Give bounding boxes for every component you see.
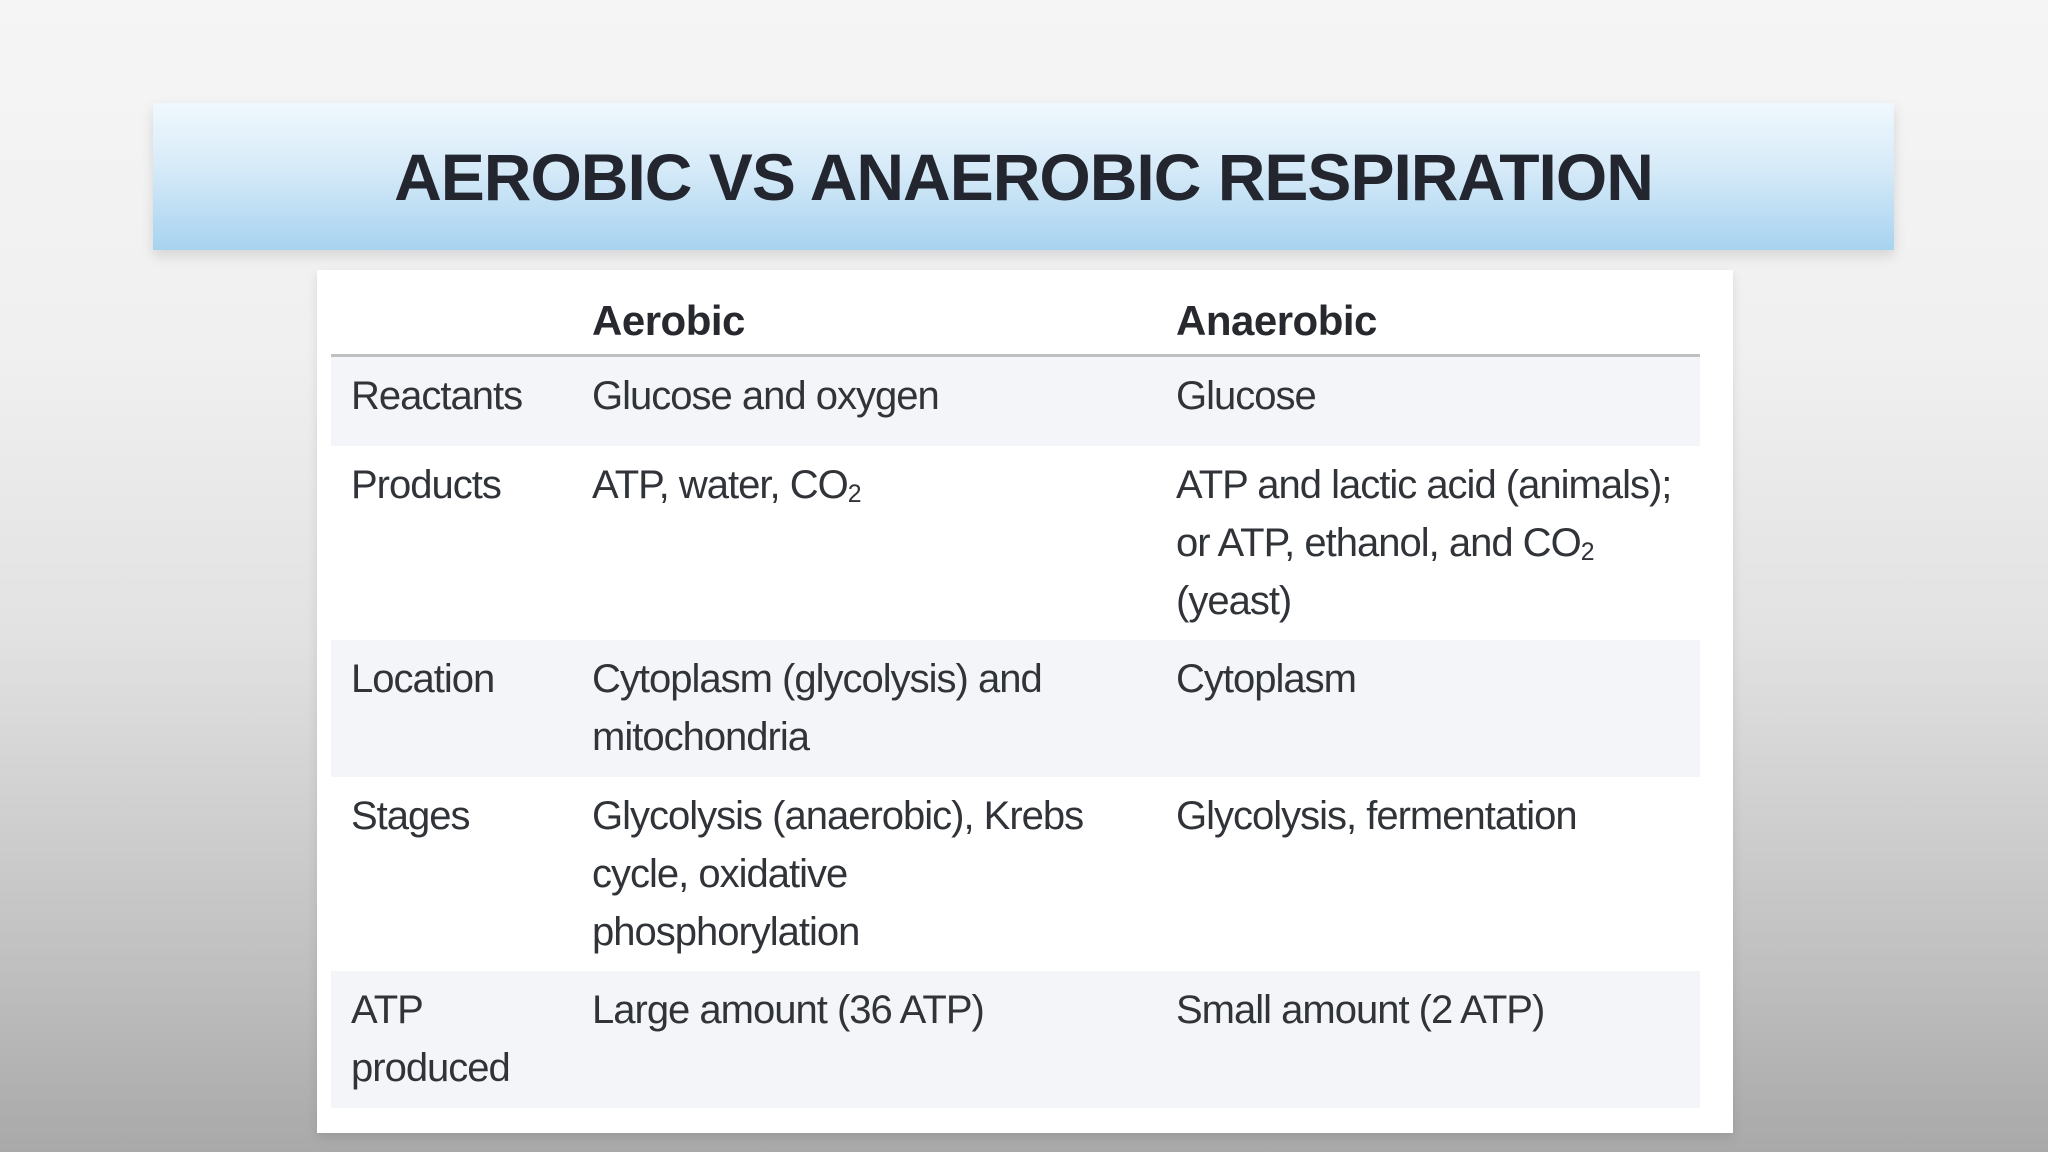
anaerobic-cell: Glycolysis, fermentation — [1176, 794, 1578, 838]
anaerobic-cell: Glucose — [1176, 374, 1317, 418]
aerobic-cell: Cytoplasm (glycolysis) and mitochondria — [592, 657, 1043, 759]
aerobic-cell: Glycolysis (anaerobic), Krebs cycle, oxi… — [592, 794, 1084, 954]
row-label-cell: Stages — [351, 794, 471, 838]
header-divider — [331, 354, 1700, 357]
title-banner: AEROBIC VS ANAEROBIC RESPIRATION — [153, 103, 1894, 250]
header-cell-blank — [331, 270, 572, 360]
row-label-cell: ATP produced — [351, 988, 511, 1090]
table-row: Products ATP, water, CO2 ATP and lactic … — [331, 446, 1700, 640]
table-header-row: Aerobic Anaerobic — [331, 270, 1700, 354]
aerobic-cell: ATP, water, CO2 — [592, 463, 862, 509]
row-label-cell: Products — [351, 463, 502, 507]
row-label-cell: Location — [351, 657, 495, 701]
anaerobic-cell: ATP and lactic acid (animals); or ATP, e… — [1176, 463, 1672, 623]
header-cell-aerobic: Aerobic — [592, 297, 745, 344]
aerobic-cell: Large amount (36 ATP) — [592, 988, 985, 1032]
table-row: Location Cytoplasm (glycolysis) and mito… — [331, 640, 1700, 777]
table-row: ATP produced Large amount (36 ATP) Small… — [331, 971, 1700, 1108]
anaerobic-cell: Cytoplasm — [1176, 657, 1357, 701]
comparison-table: Aerobic Anaerobic Reactants Glucose and … — [331, 270, 1700, 1108]
header-cell-anaerobic: Anaerobic — [1176, 297, 1377, 344]
table-body: Reactants Glucose and oxygen Glucose Pro… — [331, 357, 1700, 1108]
table-row: Stages Glycolysis (anaerobic), Krebs cyc… — [331, 777, 1700, 971]
comparison-table-card: Aerobic Anaerobic Reactants Glucose and … — [317, 270, 1733, 1133]
anaerobic-cell: Small amount (2 ATP) — [1176, 988, 1545, 1032]
table-row: Reactants Glucose and oxygen Glucose — [331, 357, 1700, 446]
aerobic-cell: Glucose and oxygen — [592, 374, 940, 418]
row-label-cell: Reactants — [351, 374, 523, 418]
slide-title: AEROBIC VS ANAEROBIC RESPIRATION — [394, 139, 1654, 214]
